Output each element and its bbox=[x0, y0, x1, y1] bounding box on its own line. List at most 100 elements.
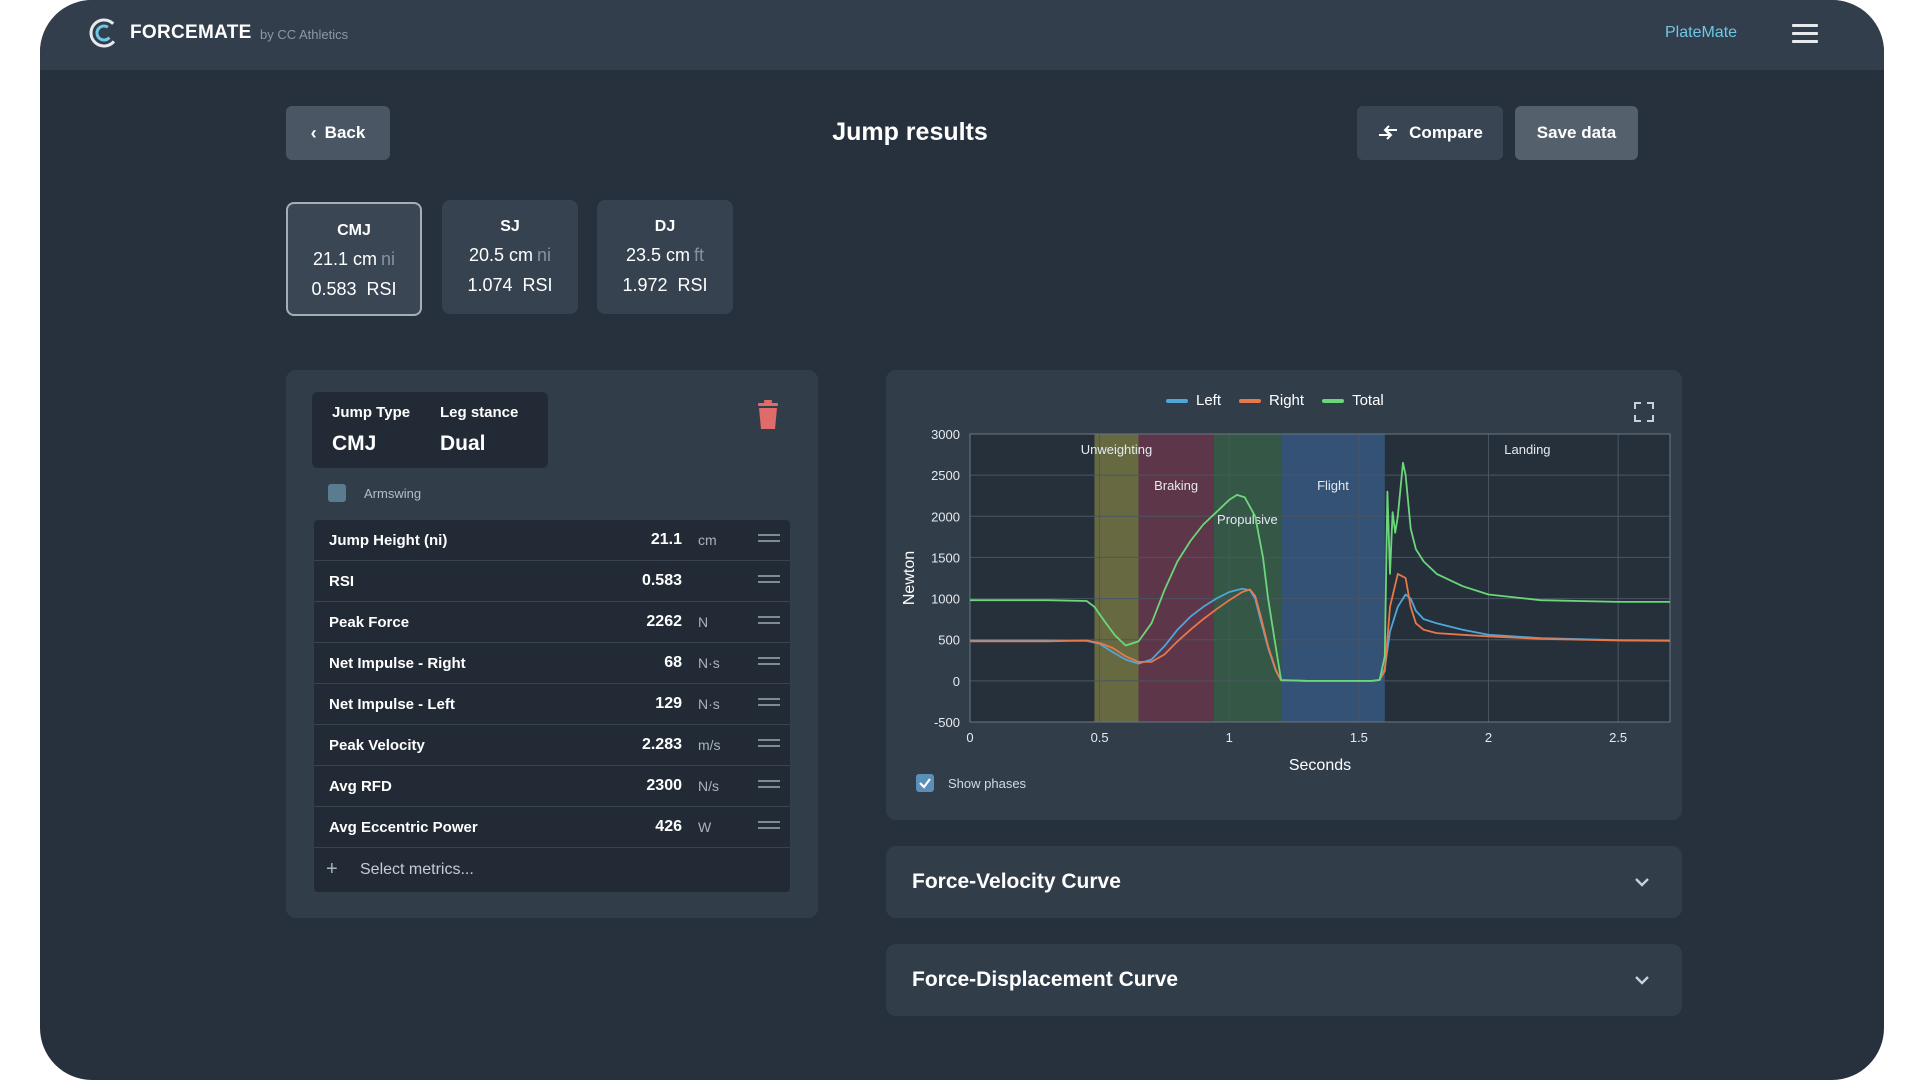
trash-icon[interactable] bbox=[756, 400, 780, 430]
legend-label: Right bbox=[1269, 392, 1305, 409]
metric-value: 21.1 bbox=[650, 531, 682, 548]
metric-row: Jump Height (ni) 21.1 cm bbox=[314, 520, 790, 561]
chevron-down-icon bbox=[1635, 976, 1649, 985]
show-phases-label: Show phases bbox=[948, 776, 1027, 791]
legend-label: Total bbox=[1352, 392, 1384, 409]
x-axis-label: Seconds bbox=[1289, 757, 1351, 774]
metric-value: 2262 bbox=[646, 613, 682, 630]
top-bar: FORCEMATE by CC Athletics PlateMate bbox=[40, 0, 1884, 70]
show-phases-checkbox[interactable] bbox=[916, 774, 934, 792]
jump-card-dj[interactable]: DJ 23.5 cm ft 1.972 RSI bbox=[597, 200, 733, 314]
metric-value: 129 bbox=[655, 695, 682, 712]
series-line-total bbox=[970, 461, 1670, 682]
phase-label: Unweighting bbox=[1081, 442, 1153, 457]
jump-card-height-unit: ni bbox=[537, 245, 552, 265]
jump-type-label: Jump Type bbox=[332, 404, 411, 421]
drag-handle-icon[interactable] bbox=[758, 575, 780, 585]
jump-type-box: Jump Type Leg stance CMJ Dual bbox=[312, 392, 548, 468]
jump-card-height: 23.5 cm bbox=[625, 245, 690, 265]
metric-row: Net Impulse - Left 129 N·s bbox=[314, 684, 790, 725]
brand-subtitle: by CC Athletics bbox=[260, 27, 349, 42]
drag-handle-icon[interactable] bbox=[758, 657, 780, 667]
jump-card-rsi-label: RSI bbox=[677, 275, 708, 295]
y-tick-label: 2000 bbox=[931, 509, 960, 524]
app-window: FORCEMATE by CC Athletics PlateMate ‹ Ba… bbox=[40, 0, 1884, 1080]
y-tick-label: -500 bbox=[934, 715, 960, 730]
metric-value: 2300 bbox=[646, 777, 682, 794]
jump-card-cmj[interactable]: CMJ 21.1 cm ni 0.583 RSI bbox=[286, 202, 422, 316]
metric-row: Avg Eccentric Power 426 W bbox=[314, 807, 790, 848]
compare-button[interactable]: Compare bbox=[1357, 106, 1503, 160]
drag-handle-icon[interactable] bbox=[758, 739, 780, 749]
phase-label: Landing bbox=[1504, 442, 1550, 457]
jump-type-value: CMJ bbox=[332, 432, 377, 455]
jump-card-name: CMJ bbox=[337, 222, 371, 239]
metric-row: Peak Velocity 2.283 m/s bbox=[314, 725, 790, 766]
x-tick-label: 0.5 bbox=[1091, 730, 1109, 745]
save-data-button[interactable]: Save data bbox=[1515, 106, 1638, 160]
hamburger-menu-icon[interactable] bbox=[1792, 24, 1818, 44]
select-metrics-button[interactable]: + Select metrics... bbox=[314, 848, 790, 892]
legend-item-total[interactable]: Total bbox=[1322, 392, 1384, 409]
metric-name: RSI bbox=[329, 573, 355, 590]
force-velocity-accordion[interactable]: Force-Velocity Curve bbox=[886, 846, 1682, 918]
metrics-table: Jump Height (ni) 21.1 cm RSI 0.583 Peak … bbox=[314, 520, 790, 892]
logo-icon bbox=[89, 18, 119, 48]
metric-row: Avg RFD 2300 N/s bbox=[314, 766, 790, 807]
chevron-left-icon: ‹ bbox=[310, 122, 317, 143]
drag-handle-icon[interactable] bbox=[758, 616, 780, 626]
metric-value: 426 bbox=[655, 818, 682, 835]
drag-handle-icon[interactable] bbox=[758, 780, 780, 790]
phase-band bbox=[1138, 434, 1214, 722]
legend-item-right[interactable]: Right bbox=[1239, 392, 1304, 409]
legend-swatch bbox=[1322, 398, 1345, 403]
metric-unit: N/s bbox=[698, 778, 719, 794]
legend-item-left[interactable]: Left bbox=[1166, 392, 1221, 409]
back-button[interactable]: ‹ Back bbox=[286, 106, 390, 160]
accordion-title: Force-Velocity Curve bbox=[912, 870, 1121, 893]
jump-card-height-unit: ft bbox=[694, 245, 705, 265]
leg-stance-value: Dual bbox=[440, 432, 486, 455]
jump-card-rsi-label: RSI bbox=[522, 275, 553, 295]
force-displacement-accordion[interactable]: Force-Displacement Curve bbox=[886, 944, 1682, 1016]
metric-value: 2.283 bbox=[641, 736, 682, 753]
metric-name: Net Impulse - Left bbox=[329, 696, 455, 713]
armswing-checkbox[interactable] bbox=[328, 484, 346, 502]
jump-detail-panel: Jump Type Leg stance CMJ Dual Armswing J… bbox=[286, 370, 818, 918]
metric-value: 68 bbox=[664, 654, 682, 671]
armswing-label: Armswing bbox=[364, 486, 422, 501]
legend-swatch bbox=[1166, 398, 1188, 403]
x-tick-label: 0 bbox=[966, 730, 973, 745]
jump-card-sj[interactable]: SJ 20.5 cm ni 1.074 RSI bbox=[442, 200, 578, 314]
y-tick-label: 2500 bbox=[931, 468, 960, 483]
metric-name: Avg Eccentric Power bbox=[329, 819, 478, 836]
metric-name: Jump Height (ni) bbox=[329, 532, 448, 549]
y-tick-label: 3000 bbox=[931, 427, 960, 442]
drag-handle-icon[interactable] bbox=[758, 698, 780, 708]
metric-row: RSI 0.583 bbox=[314, 561, 790, 602]
jump-card-height: 20.5 cm bbox=[468, 245, 533, 265]
platemate-link[interactable]: PlateMate bbox=[1665, 24, 1738, 41]
jump-card-name: DJ bbox=[654, 218, 676, 235]
y-tick-label: 0 bbox=[953, 674, 960, 689]
metric-unit: N·s bbox=[698, 696, 720, 712]
plot-border bbox=[969, 433, 1671, 723]
drag-handle-icon[interactable] bbox=[758, 534, 780, 544]
series-line-right bbox=[970, 572, 1671, 682]
metric-unit: cm bbox=[698, 532, 717, 548]
jump-card-rsi-label: RSI bbox=[366, 279, 397, 299]
jump-card-rsi: 1.074 bbox=[467, 275, 513, 295]
fullscreen-icon[interactable] bbox=[1634, 402, 1654, 422]
metric-unit: m/s bbox=[698, 737, 721, 753]
drag-handle-icon[interactable] bbox=[758, 821, 780, 831]
jump-card-name: SJ bbox=[500, 218, 520, 235]
y-tick-label: 500 bbox=[938, 633, 960, 648]
force-time-chart-panel: Left Right Total Unweighting Braking Propu… bbox=[886, 370, 1682, 820]
metric-value: 0.583 bbox=[641, 572, 682, 589]
metric-row: Peak Force 2262 N bbox=[314, 602, 790, 643]
y-tick-label: 1000 bbox=[931, 592, 960, 607]
force-time-chart: Unweighting Braking Propulsive Flight Landin… bbox=[901, 427, 1671, 774]
phase-label: Flight bbox=[1317, 478, 1349, 493]
compare-arrows-icon bbox=[1379, 125, 1398, 140]
jump-card-height: 21.1 cm bbox=[312, 249, 377, 269]
